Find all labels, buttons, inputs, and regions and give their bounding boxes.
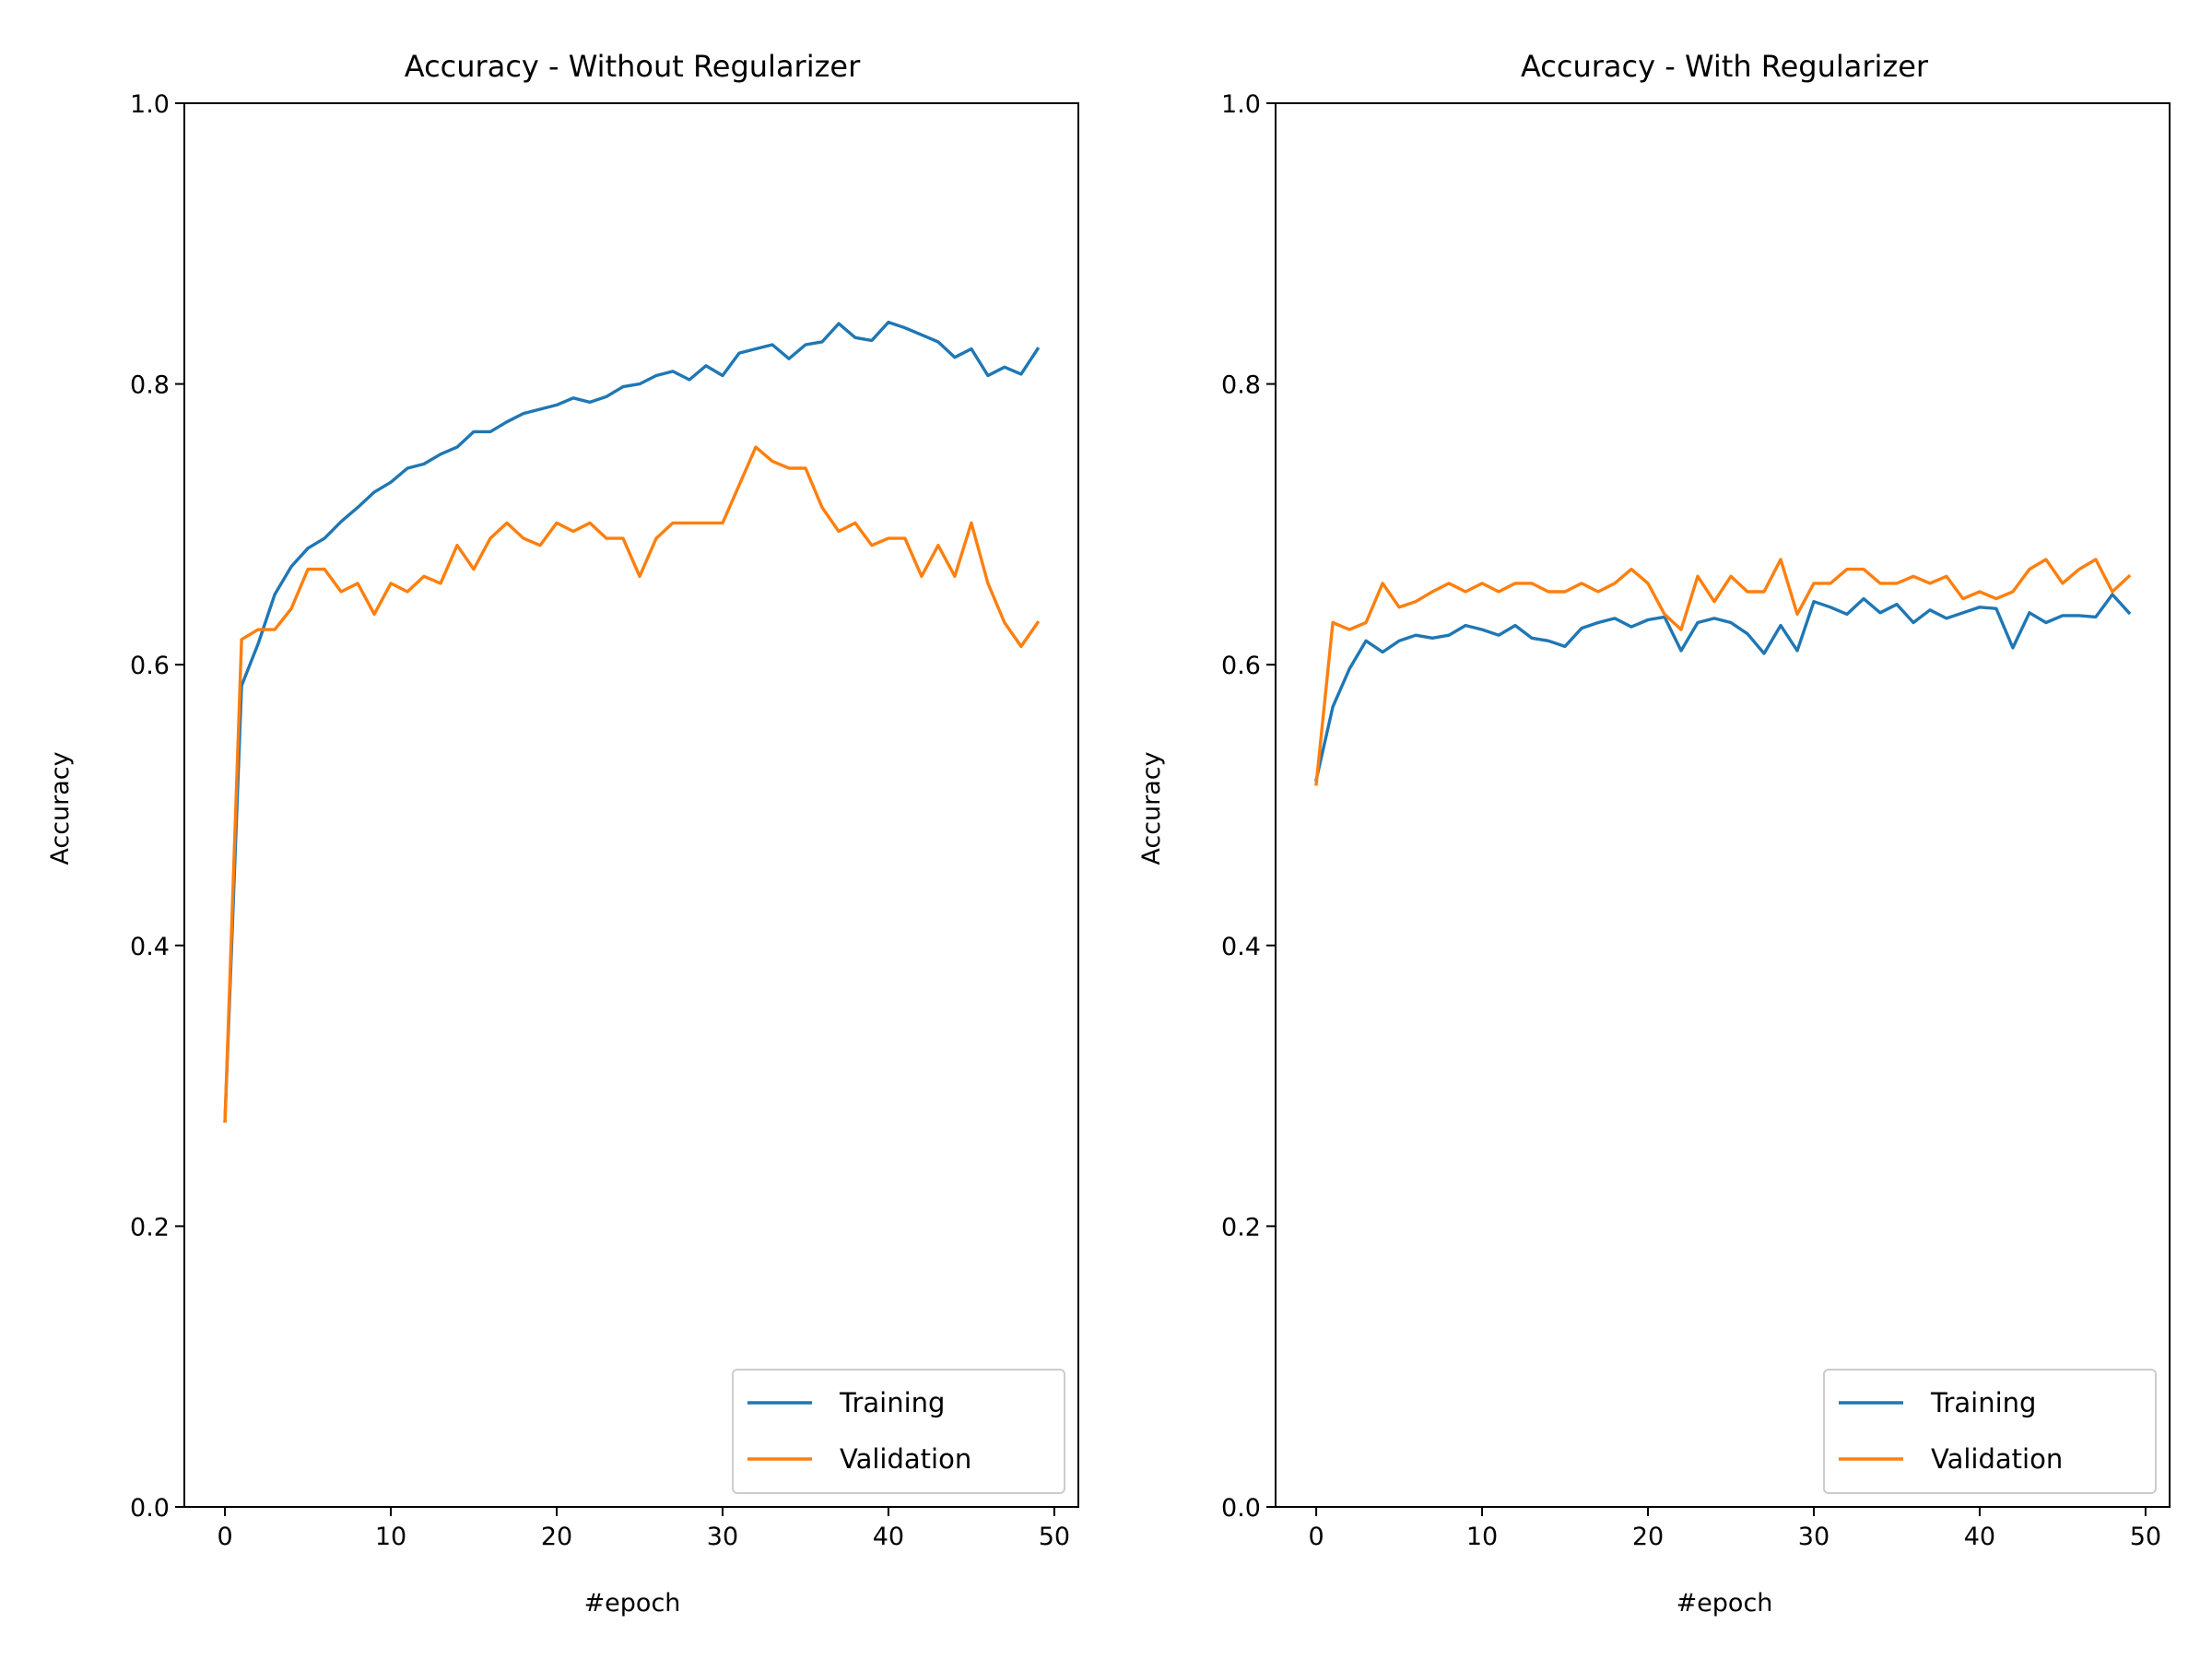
- chart-panel-with-regularizer: Accuracy - With Regularizer #epoch Accur…: [1137, 49, 2171, 1618]
- y-tick-label: 0.4: [1221, 933, 1261, 961]
- x-tick-label: 30: [707, 1523, 738, 1551]
- y-tick-label: 0.6: [1221, 652, 1261, 680]
- chart-title: Accuracy - With Regularizer: [1521, 49, 1929, 84]
- x-tick-label: 40: [1964, 1523, 1995, 1551]
- x-tick-label: 10: [1466, 1523, 1498, 1551]
- y-tick-label: 0.2: [1221, 1213, 1261, 1241]
- legend-label-validation: Validation: [840, 1443, 971, 1475]
- series-line-training: [1314, 593, 2132, 782]
- x-tick-label: 10: [375, 1523, 406, 1551]
- series-line-validation: [1314, 558, 2132, 786]
- y-tick-label: 0.8: [130, 371, 170, 400]
- x-axis-label: #epoch: [584, 1589, 681, 1618]
- x-tick-label: 40: [873, 1523, 904, 1551]
- series-line-training: [223, 320, 1041, 1123]
- y-axis-label: Accuracy: [46, 751, 75, 865]
- x-tick-label: 0: [217, 1523, 232, 1551]
- legend-label-training: Training: [839, 1387, 945, 1418]
- x-tick-label: 50: [2130, 1523, 2161, 1551]
- y-tick-label: 0.8: [1221, 371, 1261, 400]
- x-axis-label: #epoch: [1677, 1589, 1773, 1618]
- y-tick-label: 0.6: [130, 652, 170, 680]
- y-tick-label: 1.0: [1221, 90, 1261, 119]
- chart-title: Accuracy - Without Regularizer: [405, 49, 861, 84]
- legend-label-validation: Validation: [1931, 1443, 2063, 1475]
- chart-panel-without-regularizer: Accuracy - Without Regularizer #epoch Ac…: [46, 49, 1079, 1618]
- y-tick-label: 0.0: [130, 1494, 170, 1523]
- x-tick-label: 0: [1308, 1523, 1324, 1551]
- y-tick-label: 0.4: [130, 933, 170, 961]
- legend-box: [1823, 1369, 2157, 1494]
- legend: Training Validation: [732, 1369, 1065, 1494]
- x-tick-label: 50: [1039, 1523, 1070, 1551]
- y-tick-label: 0.2: [130, 1213, 170, 1241]
- x-tick-label: 20: [541, 1523, 572, 1551]
- x-tick-label: 20: [1632, 1523, 1664, 1551]
- legend-label-training: Training: [1930, 1387, 2036, 1418]
- y-tick-label: 1.0: [130, 90, 170, 119]
- series-line-validation: [223, 445, 1041, 1123]
- y-axis-label: Accuracy: [1137, 751, 1166, 865]
- legend-box: [732, 1369, 1065, 1494]
- legend: Training Validation: [1823, 1369, 2157, 1494]
- y-tick-label: 0.0: [1221, 1494, 1261, 1523]
- x-tick-label: 30: [1798, 1523, 1830, 1551]
- plot-frame: [1275, 102, 2171, 1508]
- plot-frame: [183, 102, 1079, 1508]
